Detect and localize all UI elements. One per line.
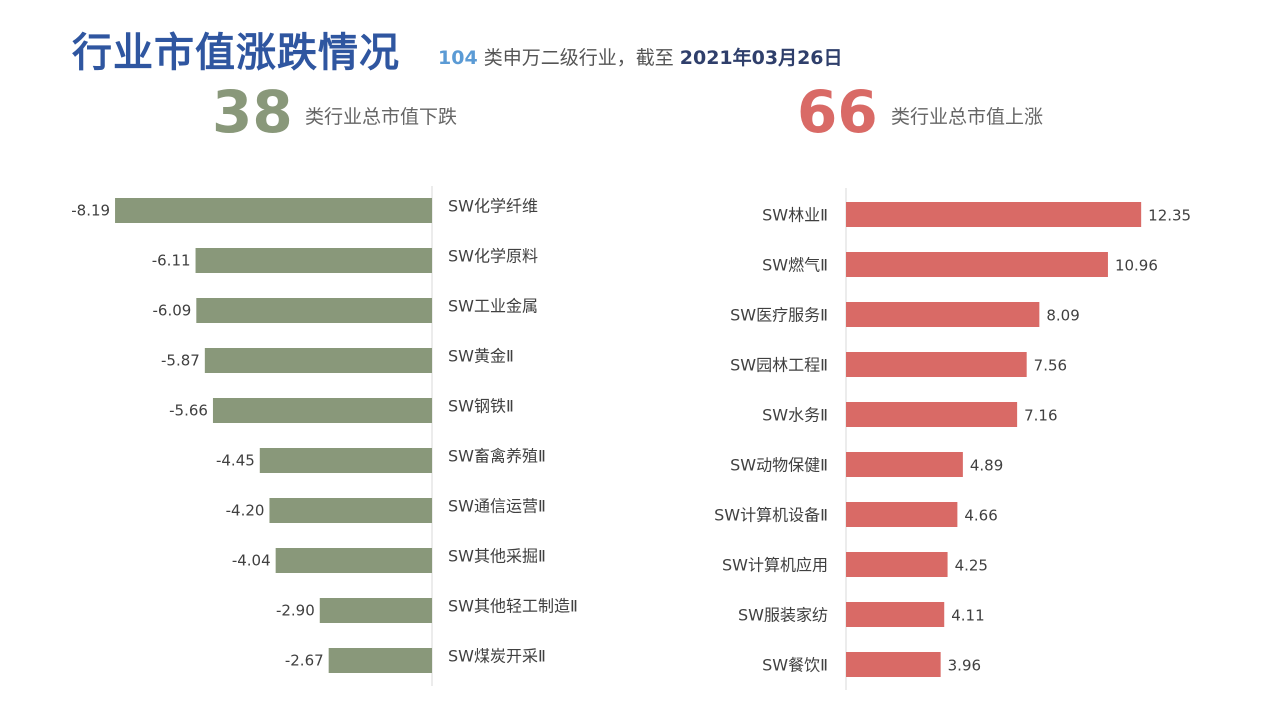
down-label: 类行业总市值下跌 [305,106,458,128]
down-value-label: -4.20 [226,502,265,520]
up-category-label: SW医疗服务Ⅱ [730,306,828,325]
down-bar [319,598,432,623]
down-category-label: SW通信运营Ⅱ [448,497,546,516]
down-category-label: SW黄金Ⅱ [448,347,514,366]
up-category-label: SW计算机设备Ⅱ [714,506,828,525]
down-category-label: SW煤炭开采Ⅱ [448,647,546,666]
page-subtitle: 104 类申万二级行业，截至 2021年03月26日 [438,43,843,70]
up-value-label: 8.09 [1046,307,1079,325]
up-value-label: 7.56 [1034,357,1067,375]
down-value-label: -2.90 [276,602,315,620]
up-category-label: SW园林工程Ⅱ [730,356,828,375]
up-bar [846,502,958,527]
down-category-label: SW化学原料 [448,247,538,266]
down-bar [212,398,432,423]
up-bar [846,352,1027,377]
down-category-label: SW钢铁Ⅱ [448,397,514,416]
up-category-label: SW燃气Ⅱ [762,256,828,275]
down-bar [259,448,432,473]
down-value-label: -6.09 [153,302,192,320]
up-value-label: 7.16 [1024,407,1057,425]
down-bar [195,248,432,273]
down-value-label: -2.67 [285,652,324,670]
up-category-label: SW水务Ⅱ [762,406,828,425]
down-bar [204,348,432,373]
up-bar [846,302,1040,327]
up-value-label: 4.11 [951,607,984,625]
up-count: 66 [797,78,878,146]
down-bar [275,548,432,573]
down-value-label: -5.87 [161,352,200,370]
down-count: 38 [212,78,293,146]
down-category-label: SW畜禽养殖Ⅱ [448,447,546,466]
up-category-label: SW林业Ⅱ [762,206,828,225]
down-value-label: -8.19 [71,202,110,220]
down-value-label: -4.45 [216,452,255,470]
page-title: 行业市值涨跌情况 [72,30,400,76]
down-value-label: -4.04 [232,552,271,570]
down-value-label: -5.66 [169,402,208,420]
up-value-label: 12.35 [1148,207,1191,225]
up-bar [846,652,941,677]
down-bar [115,198,432,223]
up-label: 类行业总市值上涨 [891,106,1044,128]
down-category-label: SW化学纤维 [448,197,538,216]
down-bar [196,298,432,323]
subtitle-text: 类申万二级行业，截至 [477,47,680,69]
up-value-label: 4.25 [955,557,988,575]
down-category-label: SW其他轻工制造Ⅱ [448,597,578,616]
up-category-label: SW餐饮Ⅱ [762,656,828,675]
down-bar [269,498,432,523]
up-category-label: SW动物保健Ⅱ [730,456,828,475]
down-category-label: SW其他采掘Ⅱ [448,547,546,566]
up-value-label: 4.66 [964,507,997,525]
up-value-label: 10.96 [1115,257,1158,275]
up-bar [846,202,1142,227]
up-bar [846,452,963,477]
down-value-label: -6.11 [152,252,191,270]
up-value-label: 4.89 [970,457,1003,475]
up-category-label: SW服装家纺 [738,606,828,625]
up-bar [846,402,1018,427]
industry-count: 104 [438,47,478,69]
down-category-label: SW工业金属 [448,297,538,316]
up-bar [846,602,945,627]
up-category-label: SW计算机应用 [722,556,828,575]
down-bar [328,648,432,673]
up-value-label: 3.96 [948,657,981,675]
up-bar [846,252,1108,277]
up-bar [846,552,948,577]
subtitle-date: 2021年03月26日 [679,47,843,69]
